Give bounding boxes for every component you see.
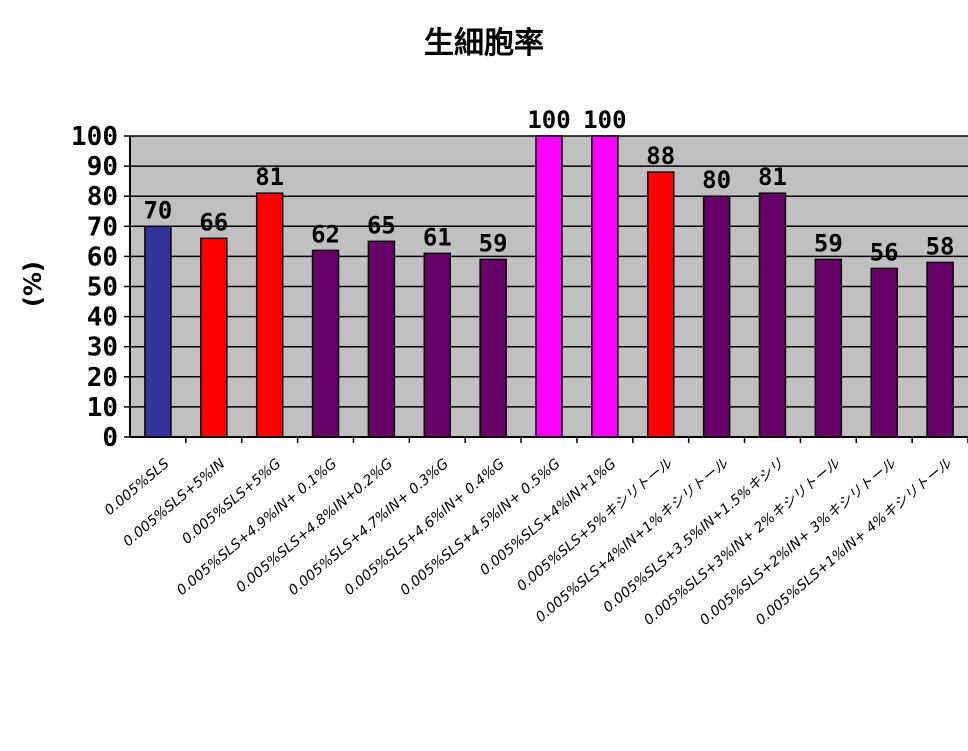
y-tick-label: 80 [87, 182, 118, 212]
bar [926, 261, 954, 438]
data-label: 70 [143, 196, 172, 224]
data-label: 59 [814, 229, 843, 257]
data-label: 100 [527, 106, 570, 134]
y-tick-label: 60 [87, 242, 118, 272]
y-tick-label: 30 [87, 333, 118, 363]
data-label: 59 [479, 229, 508, 257]
bar [814, 258, 843, 438]
bar [646, 171, 675, 438]
y-tick-label: 70 [87, 212, 118, 242]
bar [144, 225, 172, 438]
chart-title: 生細胞率 [424, 26, 544, 61]
y-tick-label: 90 [87, 152, 118, 182]
bar [367, 240, 396, 438]
bar [758, 192, 787, 438]
data-label: 62 [311, 220, 340, 248]
y-tick-label: 10 [87, 393, 118, 423]
data-label: 81 [255, 163, 284, 191]
bar [535, 135, 563, 438]
y-tick-label: 40 [87, 303, 118, 333]
x-tick-label: 0.005%SLS+1%IN+ 4%キシリトール [753, 455, 955, 629]
data-label: 81 [758, 163, 787, 191]
x-tick-label: 0.005%SLS+5%IN [120, 455, 228, 550]
bar [591, 135, 619, 438]
data-label: 80 [702, 166, 731, 194]
data-label: 100 [583, 106, 626, 134]
bar [255, 192, 284, 438]
y-tick-label: 50 [87, 273, 118, 303]
y-tick-label: 100 [71, 122, 118, 152]
bar [200, 237, 228, 438]
y-tick-label: 0 [102, 423, 118, 453]
bar [311, 249, 340, 438]
x-tick-label: 0.005%SLS+2%IN+ 3%キシリトール [697, 455, 899, 629]
data-label: 61 [423, 223, 452, 251]
data-label: 58 [926, 232, 955, 260]
data-label: 56 [870, 238, 899, 266]
x-tick-label: 0.005%SLS+5%G [179, 456, 284, 548]
bar [870, 267, 898, 438]
data-label: 88 [646, 142, 675, 170]
bar [702, 195, 731, 438]
data-label: 66 [199, 208, 228, 236]
data-label: 65 [367, 211, 396, 239]
bar [423, 252, 452, 438]
x-tick-label: 0.005%SLS+3%IN+ 2%キシリトール [641, 455, 843, 629]
y-tick-label: 20 [87, 363, 118, 393]
bar [479, 258, 507, 438]
